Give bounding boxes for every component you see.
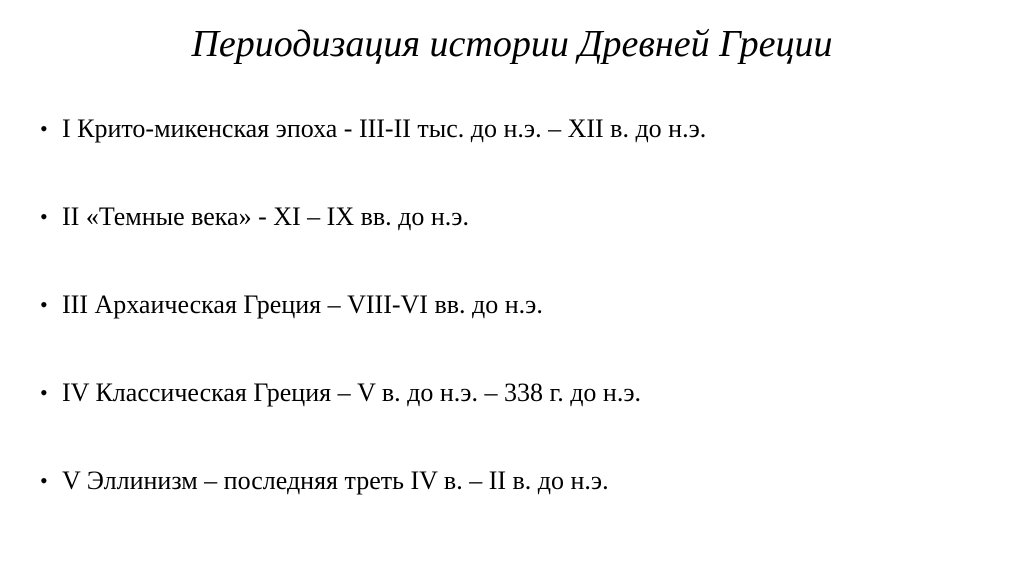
- list-item: III Архаическая Греция – VIII-VI вв. до …: [40, 290, 994, 320]
- periods-list: I Крито-микенская эпоха - III-II тыс. до…: [30, 114, 994, 496]
- list-item: I Крито-микенская эпоха - III-II тыс. до…: [40, 114, 994, 144]
- list-item: II «Темные века» - XI – IX вв. до н.э.: [40, 202, 994, 232]
- slide-title: Периодизация истории Древней Греции: [30, 22, 994, 66]
- list-item: IV Классическая Греция – V в. до н.э. – …: [40, 378, 994, 408]
- list-item: V Эллинизм – последняя треть IV в. – II …: [40, 466, 994, 496]
